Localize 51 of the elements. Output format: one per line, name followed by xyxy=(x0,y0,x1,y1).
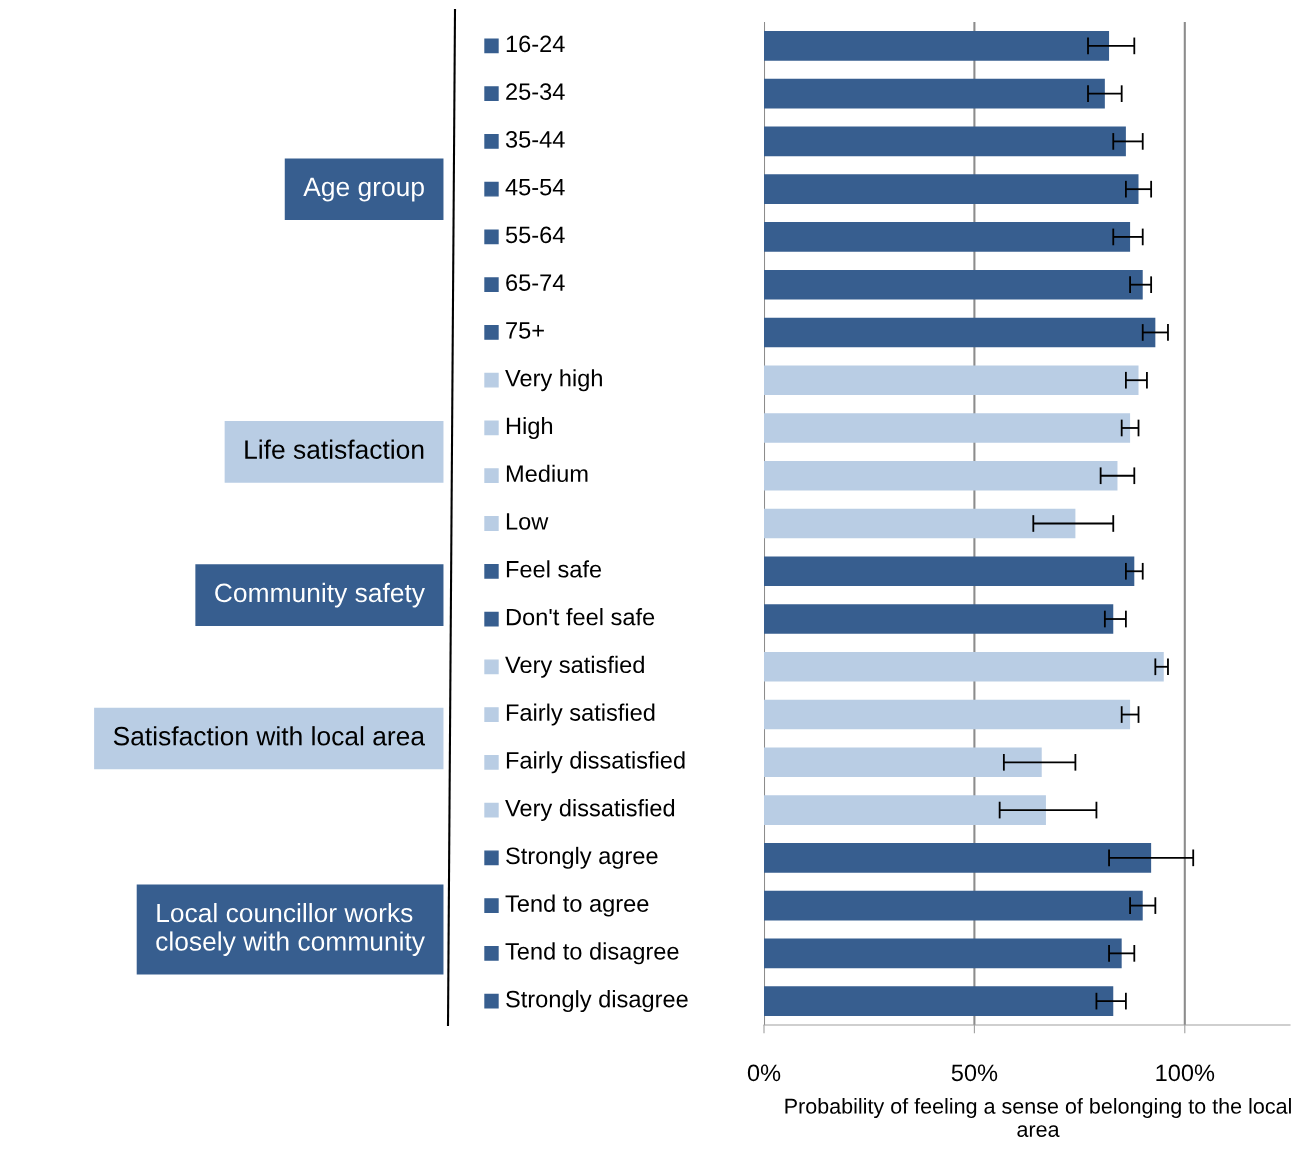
bar xyxy=(764,651,1164,682)
x-tick-label: 50% xyxy=(951,1064,998,1082)
y-tick-label: 45-54 xyxy=(505,179,565,196)
bar xyxy=(764,795,1046,825)
bar xyxy=(764,938,1122,969)
x-tick-label: 100% xyxy=(1156,1064,1215,1082)
y-tick-label: Don't feel safe xyxy=(506,608,655,626)
y-tick-label: 25-34 xyxy=(506,83,565,100)
bar xyxy=(764,843,1152,873)
y-tick-label: Fairly satisfied xyxy=(506,703,655,726)
y-tick-label: Low xyxy=(506,513,549,530)
bar xyxy=(764,78,1105,109)
x-axis-title: Probability of feeling a sense of belonging to the local area xyxy=(785,1098,1291,1137)
y-tick-label: Very high xyxy=(505,369,602,392)
y-tick-label: High xyxy=(506,416,553,439)
bar xyxy=(764,699,1131,730)
text: Life satisfaction xyxy=(245,439,424,459)
y-tick-label: Strongly agree xyxy=(506,846,658,869)
bar xyxy=(764,460,1118,491)
text: Age group xyxy=(303,177,424,202)
bar xyxy=(764,890,1143,921)
y-tick-label: Tend to disagree xyxy=(505,942,679,965)
bar xyxy=(764,269,1143,300)
y-tick-label: Fairly dissatisfied xyxy=(506,751,685,774)
y-tick-label: Medium xyxy=(506,464,588,483)
bar xyxy=(764,747,1042,778)
y-tick-label: Feel safe xyxy=(506,560,602,578)
y-tick-label: 16-24 xyxy=(506,35,565,53)
y-tick-label: 55-64 xyxy=(505,226,565,244)
text: Community safety xyxy=(215,582,425,608)
y-tick-label: Very satisfied xyxy=(505,655,644,678)
bar xyxy=(764,317,1156,348)
y-tick-label: 35-44 xyxy=(505,131,565,148)
y-tick-label: 65-74 xyxy=(506,274,565,292)
bar xyxy=(764,604,1114,634)
bar xyxy=(764,174,1139,204)
bar xyxy=(764,31,1110,61)
bar xyxy=(764,222,1131,252)
bar xyxy=(764,556,1135,587)
y-tick-label: Very dissatisfied xyxy=(505,799,675,822)
bar xyxy=(764,126,1126,157)
y-tick-label: Strongly disagree xyxy=(506,990,688,1013)
x-tick-label: 0% xyxy=(747,1064,781,1082)
bar xyxy=(764,508,1076,539)
text: Local councillor works closely with community xyxy=(156,902,425,956)
bar xyxy=(764,413,1131,443)
y-tick-label: 75+ xyxy=(506,322,544,339)
bar xyxy=(764,365,1139,396)
y-tick-label: Tend to agree xyxy=(505,894,649,917)
bar xyxy=(764,986,1114,1016)
text: Satisfaction with local area xyxy=(113,726,426,746)
